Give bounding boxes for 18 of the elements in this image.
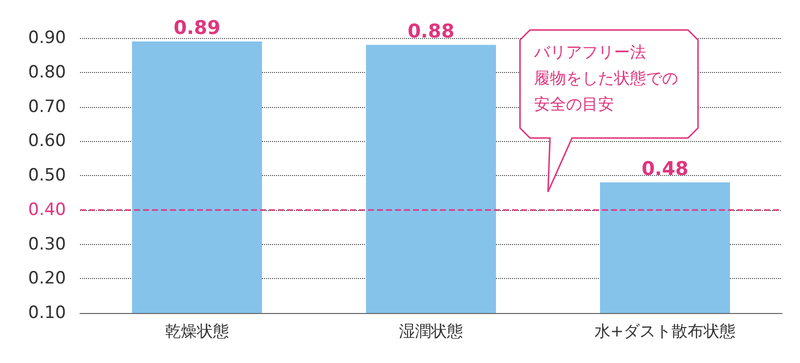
x-tick-label: 湿潤状態 [399,322,463,340]
y-tick-label: 0.80 [28,62,66,82]
annotation: 安全の目安 [534,94,614,114]
y-tick-label: 0.70 [28,96,66,117]
annotation: バリアフリー法 [533,42,646,62]
x-tick-label: 水+ダスト散布状態 [594,322,736,340]
x-tick-label: 乾燥状態 [165,322,229,340]
y-tick-label: 0.40 [28,200,66,220]
y-tick-label: 0.50 [28,166,66,186]
y-tick-label: 0.90 [28,28,66,48]
data-label: 0.89 [174,16,220,39]
y-tick-label: 0.10 [28,303,66,323]
data-label: 0.88 [408,20,454,42]
data-label: 0.48 [642,158,688,180]
y-tick-label: 0.20 [28,268,66,289]
annotation: 履物をした状態での [534,68,678,88]
y-tick-label: 0.60 [28,131,66,152]
y-tick-label: 0.30 [28,234,66,254]
